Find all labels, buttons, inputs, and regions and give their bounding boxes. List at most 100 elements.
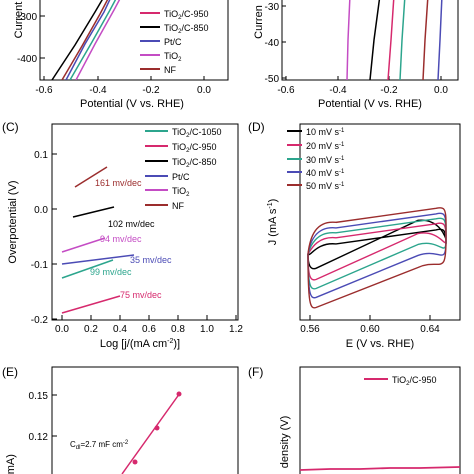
panel-c-xtick-3: 0.6	[142, 324, 156, 335]
panel-a-series-tio2-c-850	[51, 0, 103, 80]
panel-d-xtick-0: 0.56	[300, 324, 320, 335]
svg-text:Pt/C: Pt/C	[164, 37, 182, 47]
panel-a-legend-item-tio2: TiO2	[140, 51, 182, 63]
panel-c-yticks: 0.1 0.0 -0.1 -0.2	[31, 150, 57, 326]
panel-c-legend-item-tio2-c-950: TiO2/C-950	[145, 142, 217, 154]
panel-a-ytick-300: -300	[17, 12, 37, 23]
svg-text:TiO2/C-850: TiO2/C-850	[172, 157, 217, 169]
panel-b-series-tio2-c-950	[387, 0, 395, 80]
panel-c-legend-item-pt-c: Pt/C	[145, 172, 190, 182]
panel-a-xlabel: Potential (V vs. RHE)	[80, 98, 184, 110]
panel-f: (F) density (V) TiO2/C-950	[248, 365, 461, 474]
svg-text:TiO2: TiO2	[172, 186, 190, 198]
panel-c-line-pt-c	[61, 254, 135, 265]
panel-c-line-tio2	[61, 237, 106, 253]
panel-e-ytick-1: 0.12	[29, 432, 49, 443]
panel-a-series-tio2-c-1050	[69, 0, 117, 80]
panel-a-series-nf	[61, 0, 109, 80]
panel-a-series-tio2	[75, 0, 121, 80]
panel-d-legend-item-50: 50 mV s-1	[287, 181, 345, 191]
panel-c-xtick-2: 0.4	[113, 324, 127, 335]
panel-b: Curren -30 -40 -50 -0.6 -0.4 -0.2 0.0 Po…	[253, 0, 459, 110]
panel-d-legend-item-30: 30 mV s-1	[287, 155, 345, 165]
svg-text:NF: NF	[164, 65, 176, 75]
panel-c-slope-nf: 161 mv/dec	[95, 178, 142, 188]
panel-b-series-nf	[422, 0, 429, 80]
panel-c-xtick-6: 1.2	[229, 324, 243, 335]
panel-a-xtick-3: 0.0	[197, 85, 211, 96]
panel-d-legend-item-40: 40 mV s-1	[287, 168, 345, 178]
panel-e-point-2	[176, 391, 182, 397]
panel-b-xtick-0: -0.6	[277, 85, 295, 96]
panel-a-legend: TiO2/C-950 TiO2/C-850 Pt/C TiO2 NF	[140, 9, 209, 75]
svg-text:TiO2/C-1050: TiO2/C-1050	[172, 127, 222, 139]
svg-text:NF: NF	[172, 201, 184, 211]
panel-c-ytick-0: 0.1	[34, 150, 48, 161]
panel-c-slope-pt-c: 35 mv/dec	[130, 255, 172, 265]
panel-c-legend-item-tio2-c-850: TiO2/C-850	[145, 157, 217, 169]
svg-text:TiO2/C-850: TiO2/C-850	[164, 23, 209, 35]
panel-c-line-tio2-c-850	[72, 206, 115, 218]
panel-c-legend-item-tio2: TiO2	[145, 186, 190, 198]
panel-c-slope-labels: 161 mv/dec 102 mv/dec 94 mv/dec 35 mv/de…	[90, 178, 172, 300]
svg-text:TiO2/C-950: TiO2/C-950	[172, 142, 217, 154]
panel-a-frame	[39, 0, 229, 81]
panel-b-series-pt-c	[437, 0, 443, 80]
panel-e: (E) (mA) 0.15 0.12 Cdl=2.7 mF cm-2	[2, 365, 239, 474]
svg-text:50 mV s-1: 50 mV s-1	[306, 181, 345, 191]
svg-text:Pt/C: Pt/C	[172, 172, 190, 182]
panel-a-xtick-1: -0.4	[89, 85, 107, 96]
panel-b-series-tio2-c-850	[369, 0, 381, 80]
panel-a-xtick-2: -0.2	[142, 85, 160, 96]
panel-e-point-0	[132, 459, 138, 465]
panel-f-label: (F)	[248, 365, 263, 379]
panel-f-series-tio2-c-950	[299, 466, 461, 471]
panel-c-line-nf	[74, 166, 108, 188]
panel-e-ylabel: (mA)	[5, 454, 17, 474]
svg-text:20 mV s-1: 20 mV s-1	[306, 141, 345, 151]
panel-d-ylabel: J (mA s-1)	[267, 199, 279, 246]
panel-c-ytick-3: -0.2	[31, 315, 49, 326]
panel-b-yticks: -30 -40 -50	[265, 2, 286, 85]
panel-d-frame	[299, 123, 461, 321]
panel-d-cv-curves	[307, 207, 447, 309]
panel-a-ylabel: Current	[13, 2, 25, 39]
panel-c-xtick-1: 0.2	[84, 324, 98, 335]
panel-c-legend-item-nf: NF	[145, 201, 184, 211]
panel-c-xtick-0: 0.0	[55, 324, 69, 335]
panel-a-curves	[51, 0, 121, 80]
panel-b-series-tio2-c-1050	[399, 0, 406, 80]
panel-c-frame	[51, 123, 239, 321]
panel-d-xlabel: E (V vs. RHE)	[346, 338, 414, 350]
panel-e-ytick-0: 0.15	[29, 391, 49, 402]
panel-d-cv-loop-5	[307, 207, 447, 309]
panel-a-legend-item-nf: NF	[140, 65, 176, 75]
panel-c-xlabel: Log [j/(mA cm-2)]	[100, 338, 180, 350]
panel-b-ylabel: Curren	[253, 5, 265, 39]
panel-c-label: (C)	[2, 120, 19, 134]
panel-b-frame	[281, 0, 459, 81]
panel-b-xtick-3: 0.0	[434, 85, 448, 96]
panel-b-xtick-2: -0.2	[380, 85, 398, 96]
panel-a-xticks: -0.6 -0.4 -0.2 0.0	[35, 76, 211, 96]
panel-c-slope-tio2-c-950: 75 mv/dec	[120, 290, 162, 300]
panel-e-yticks: 0.15 0.12	[29, 391, 57, 443]
panel-c-line-tio2-c-950	[61, 295, 121, 314]
panel-a-yticks: -300 -400	[17, 12, 45, 65]
panel-d-legend-item-20: 20 mV s-1	[287, 141, 345, 151]
panel-e-annotation: Cdl=2.7 mF cm-2	[70, 440, 129, 451]
panel-c-legend: TiO2/C-1050 TiO2/C-950 TiO2/C-850 Pt/C T…	[145, 127, 222, 211]
panel-d-xtick-2: 0.64	[420, 324, 440, 335]
svg-text:30 mV s-1: 30 mV s-1	[306, 155, 345, 165]
panel-b-ytick-30: -30	[265, 2, 280, 13]
panel-b-xticks: -0.6 -0.4 -0.2 0.0	[277, 76, 448, 96]
panel-d-xticks: 0.56 0.60 0.64	[300, 315, 440, 335]
panel-c-ylabel: Overpotential (V)	[7, 180, 19, 263]
panel-b-series-tio2	[346, 0, 351, 80]
panel-b-curves	[346, 0, 443, 80]
panel-b-xtick-1: -0.4	[329, 85, 347, 96]
panel-d-label: (D)	[248, 120, 265, 134]
panel-d-legend: 10 mV s-1 20 mV s-1 30 mV s-1 40 mV s-1 …	[287, 127, 345, 191]
panel-b-xlabel: Potential (V vs. RHE)	[318, 98, 422, 110]
